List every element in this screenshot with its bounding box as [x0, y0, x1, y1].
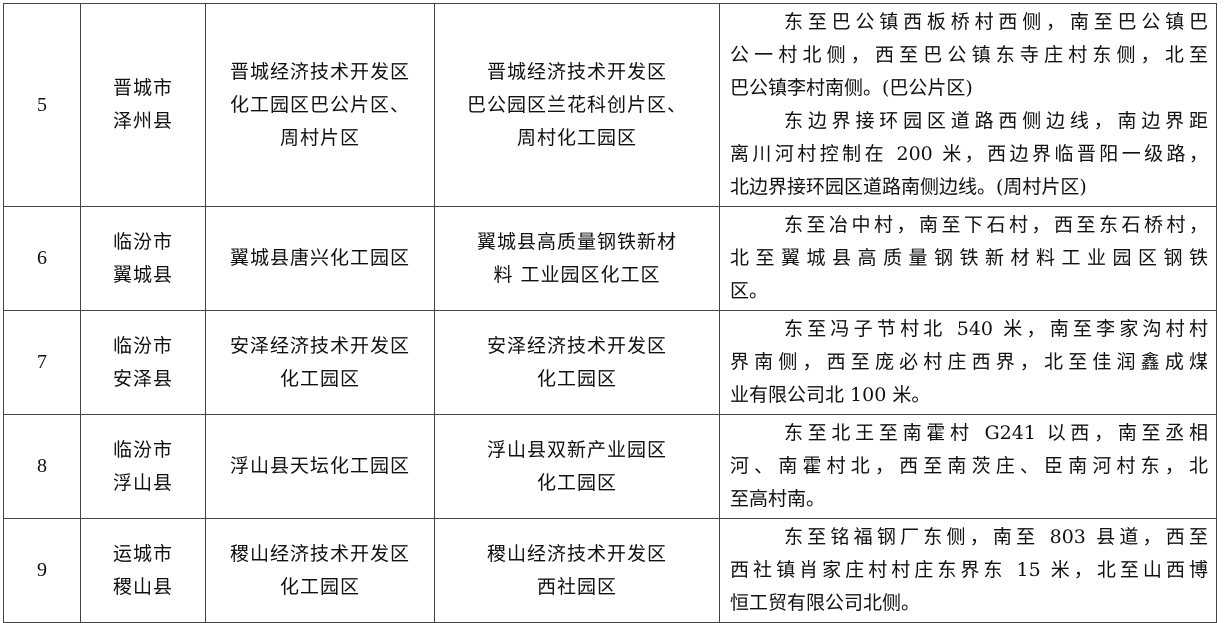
boundary-line: 东至冯子节村北 540 米，南至李家沟村村: [784, 318, 1208, 340]
park-line: 化工园区: [279, 367, 360, 390]
row-number: 6: [3, 206, 81, 311]
zone-line: 周村化工园区: [516, 126, 637, 149]
row-number-text: 6: [37, 247, 47, 269]
zone-line: 化工园区: [536, 367, 617, 390]
boundary-line: 河、南霍村北，西至南茨庄、臣南河村东，北: [730, 455, 1208, 477]
zone-name: 浮山县双新产业园区 化工园区: [434, 414, 720, 519]
park-name: 晋城经济技术开发区 化工园区巴公片区、 周村片区: [205, 3, 435, 207]
city-county: 运城市 稷山县: [80, 518, 206, 623]
table-row: 7 临汾市 安泽县 安泽经济技术开发区 化工园区 安泽经济技术开发区 化工园区 东至冯子节村北…: [3, 310, 1217, 415]
boundary-line: 西社镇肖家庄村村庄东界东 15 米，北至山西博: [730, 559, 1208, 581]
boundary-line: 东至冶中村，南至下石村，西至东石桥村，: [784, 214, 1208, 236]
city-line: 浮山县: [112, 471, 173, 494]
park-line: 安泽经济技术开发区: [229, 334, 410, 357]
zone-name: 晋城经济技术开发区 巴公园区兰花科创片区、 周村化工园区: [434, 3, 720, 207]
boundary-description: 东至铭福钢厂东侧，南至 803 县道，西至西社镇肖家庄村村庄东界东 15 米，北…: [719, 518, 1217, 623]
boundary-description: 东至冯子节村北 540 米，南至李家沟村村界南侧，西至庞必村庄西界，北至佳润鑫成…: [719, 310, 1217, 415]
boundary-line: 至高村南。: [730, 488, 826, 510]
city-county: 晋城市 泽州县: [80, 3, 206, 207]
row-number-text: 5: [37, 93, 47, 116]
boundary-line: 离川河村控制在 200 米，西边界临晋阳一级路，: [730, 143, 1208, 165]
park-line: 浮山县天坛化工园区: [229, 455, 410, 477]
zone-line: 稷山经济技术开发区: [486, 542, 667, 565]
row-number: 8: [3, 414, 81, 519]
city-county: 临汾市 翼城县: [80, 206, 206, 311]
zone-line: 晋城经济技术开发区: [486, 60, 667, 83]
city-county: 临汾市 安泽县: [80, 310, 206, 415]
park-line: 晋城经济技术开发区: [229, 60, 410, 83]
zone-line: 西社园区: [536, 575, 617, 598]
city-line: 临汾市: [112, 334, 173, 357]
city-line: 晋城市: [112, 77, 173, 99]
zone-name: 安泽经济技术开发区 化工园区: [434, 310, 720, 415]
boundary-line: 巴公镇李村南侧。(巴公片区): [730, 77, 973, 99]
boundary-line: 北至翼城县高质量钢铁新材料工业园区钢铁: [730, 247, 1208, 269]
boundary-line: 东至北王至南霍村 G241 以西，南至丞相: [784, 422, 1208, 444]
boundary-line: 恒工贸有限公司北侧。: [730, 592, 921, 614]
boundary-line: 公一村北侧，西至巴公镇东寺庄村东侧，北至: [730, 44, 1208, 66]
row-number-text: 7: [37, 351, 47, 373]
park-name: 稷山经济技术开发区 化工园区: [205, 518, 435, 623]
park-line: 翼城县唐兴化工园区: [229, 247, 410, 269]
park-name: 翼城县唐兴化工园区: [205, 206, 435, 311]
city-line: 运城市: [112, 542, 173, 565]
row-number: 9: [3, 518, 81, 623]
boundary-line: 东边界接环园区道路西侧边线，南边界距: [784, 110, 1208, 132]
zone-line: 翼城县高质量钢铁新材: [476, 230, 677, 253]
park-line: 化工园区: [279, 575, 360, 598]
chemical-park-table: 5 晋城市 泽州县 晋城经济技术开发区 化工园区巴公片区、 周村片区 晋城经济技术开发区 巴公…: [3, 3, 1217, 623]
table-row: 8 临汾市 浮山县 浮山县天坛化工园区 浮山县双新产业园区 化工园区 东至北王至南霍村 G2…: [3, 414, 1217, 519]
park-name: 浮山县天坛化工园区: [205, 414, 435, 519]
city-line: 稷山县: [112, 575, 173, 598]
city-line: 临汾市: [112, 438, 173, 461]
park-name: 安泽经济技术开发区 化工园区: [205, 310, 435, 415]
city-county: 临汾市 浮山县: [80, 414, 206, 519]
row-number: 5: [3, 3, 81, 207]
park-line: 化工园区巴公片区、: [229, 93, 410, 116]
city-line: 临汾市: [112, 230, 173, 253]
zone-line: 巴公园区兰花科创片区、: [466, 93, 687, 116]
zone-name: 翼城县高质量钢铁新材料 工业园区化工区: [434, 206, 720, 311]
row-number-text: 8: [37, 455, 47, 477]
row-number-text: 9: [37, 559, 47, 581]
boundary-line: 界南侧，西至庞必村庄西界，北至佳润鑫成煤: [730, 351, 1208, 373]
park-line: 稷山经济技术开发区: [229, 542, 410, 565]
city-line: 翼城县: [112, 263, 173, 286]
table-row: 9 运城市 稷山县 稷山经济技术开发区 化工园区 稷山经济技术开发区 西社园区 东至铭福钢厂东…: [3, 518, 1217, 623]
zone-name: 稷山经济技术开发区 西社园区: [434, 518, 720, 623]
zone-line: 安泽经济技术开发区: [486, 334, 667, 357]
boundary-line: 北边界接环园区道路南侧边线。(周村片区): [730, 176, 1087, 198]
table-row: 5 晋城市 泽州县 晋城经济技术开发区 化工园区巴公片区、 周村片区 晋城经济技术开发区 巴公…: [3, 3, 1217, 207]
boundary-line: 业有限公司北 100 米。: [730, 384, 931, 406]
boundary-description: 东至北王至南霍村 G241 以西，南至丞相河、南霍村北，西至南茨庄、臣南河村东，…: [719, 414, 1217, 519]
row-number: 7: [3, 310, 81, 415]
boundary-line: 区。: [730, 280, 769, 302]
city-line: 泽州县: [112, 110, 173, 132]
boundary-description: 东至冶中村，南至下石村，西至东石桥村， 北至翼城县高质量钢铁新材料工业园区钢铁 区。: [719, 206, 1217, 311]
boundary-line: 东至巴公镇西板桥村西侧，南至巴公镇巴: [784, 11, 1208, 33]
table-row: 6 临汾市 翼城县 翼城县唐兴化工园区 翼城县高质量钢铁新材料 工业园区化工区 东至冶中村…: [3, 206, 1217, 311]
boundary-description: 东至巴公镇西板桥村西侧，南至巴公镇巴公一村北侧，西至巴公镇东寺庄村东侧，北至 巴公…: [719, 3, 1217, 207]
boundary-line: 东至铭福钢厂东侧，南至 803 县道，西至: [784, 526, 1208, 548]
zone-line: 浮山县双新产业园区: [486, 438, 667, 461]
city-line: 安泽县: [112, 367, 173, 390]
park-line: 周村片区: [279, 126, 360, 149]
zone-line: 化工园区: [536, 471, 617, 494]
zone-line: 料 工业园区化工区: [493, 263, 661, 286]
